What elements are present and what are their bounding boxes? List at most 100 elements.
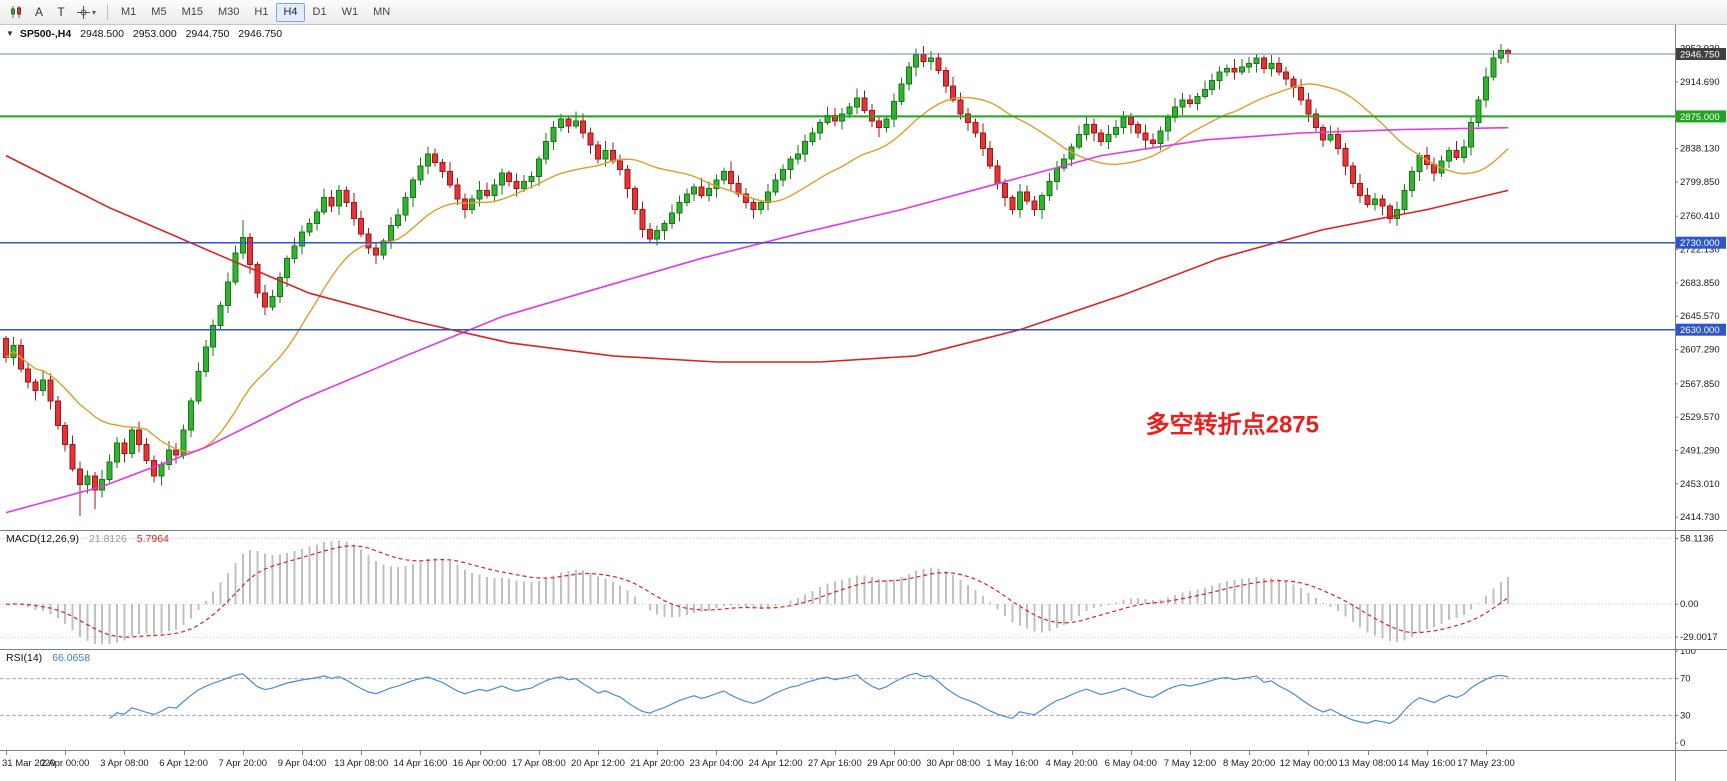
svg-text:100: 100 [1680,649,1696,657]
time-tick-mark [538,751,540,755]
svg-text:2914.690: 2914.690 [1680,77,1720,88]
svg-text:0: 0 [1680,738,1685,749]
svg-text:2491.290: 2491.290 [1680,446,1720,457]
price-axis[interactable]: 2952.9302914.6902838.1302799.8502760.410… [1675,44,1720,524]
svg-text:2567.850: 2567.850 [1680,379,1720,390]
crosshair-icon [77,5,90,19]
macd-indicator-pane[interactable]: 58.1136 0.00 -29.0017 MACD(12,26,9) 21.812… [0,530,1727,649]
time-axis-label: 2 Apr 00:00 [40,758,90,769]
svg-text:2607.290: 2607.290 [1680,345,1720,356]
time-tick-mark [953,751,955,755]
time-tick-mark [361,751,363,755]
svg-text:2414.730: 2414.730 [1680,512,1720,523]
time-tick-mark [1130,751,1132,755]
macd-axis[interactable]: 58.1136 0.00 -29.0017 [1675,533,1718,643]
timeframe-button-m5[interactable]: M5 [144,3,173,22]
candlestick-chart-icon-button[interactable] [4,2,28,22]
time-axis-label: 29 Apr 00:00 [867,758,921,769]
svg-text:2799.850: 2799.850 [1680,177,1720,188]
svg-text:30: 30 [1680,710,1691,721]
candlestick-series [3,44,1512,517]
time-tick-mark [1486,751,1487,755]
time-tick-mark [657,751,659,755]
time-axis-label: 7 Apr 20:00 [218,758,268,769]
rsi-header: RSI(14) 66.0658 [6,652,90,664]
macd-label: MACD(12,26,9) [6,533,79,545]
ohlc-open: 2948.500 [80,28,124,40]
time-axis-label: 13 Apr 08:00 [334,758,389,769]
ma-red-line [5,154,1509,363]
ma-orange-line [5,83,1509,453]
timeframe-button-w1[interactable]: W1 [335,3,366,22]
rsi-value: 66.0658 [52,652,91,664]
timeframe-group: M1 M5 M15 M30 H1 H4 D1 W1 MN [114,2,397,22]
time-tick-mark [894,751,895,755]
time-tick-mark [124,751,126,755]
timeframe-button-h4[interactable]: H4 [276,2,305,22]
ohlc-high: 2953.000 [132,28,177,40]
time-axis-label: 16 Apr 00:00 [452,758,507,769]
ohlc-low: 2944.750 [185,28,230,40]
time-tick-mark [1071,751,1073,755]
rsi-axis[interactable]: 100 70 30 0 [1675,649,1696,749]
time-axis-label: 17 Apr 08:00 [511,758,566,769]
svg-text:2453.010: 2453.010 [1680,479,1720,490]
time-axis-label: 27 Apr 16:00 [807,758,862,769]
time-axis-label: 9 Apr 04:00 [277,758,327,769]
time-tick-mark [1190,751,1191,755]
time-axis-label: 14 Apr 16:00 [393,758,448,769]
svg-text:2760.410: 2760.410 [1680,211,1720,222]
time-tick-mark [1308,751,1310,755]
time-tick-mark [183,751,185,755]
macd-main-value: 21.8126 [88,533,127,545]
time-axis-label: 20 Apr 12:00 [571,758,625,769]
time-tick-mark [65,751,67,755]
time-tick-mark [420,751,422,755]
rsi-indicator-pane[interactable]: 100 70 30 0 RSI(14) 66.0658 [0,649,1727,750]
ohlc-close: 2946.750 [238,28,283,40]
timeframe-button-m1[interactable]: M1 [114,3,143,22]
hline-price-label: 2730.000 [1676,236,1726,249]
time-axis-label: 17 May 23:00 [1457,758,1515,769]
time-axis-label: 13 May 08:00 [1338,758,1397,769]
time-axis-label: 12 May 00:00 [1279,758,1338,769]
time-axis-label: 8 May 20:00 [1223,758,1276,769]
time-tick-mark [1426,751,1428,755]
time-tick-mark [302,751,303,755]
svg-text:2529.570: 2529.570 [1680,412,1720,423]
svg-text:0.00: 0.00 [1680,599,1699,610]
time-axis-label: 30 Apr 08:00 [926,758,981,769]
time-tick-mark [775,751,777,755]
time-axis-label: 3 Apr 08:00 [100,758,149,769]
main-chart-pane[interactable]: 多空转折点28752952.9302914.6902838.1302799.85… [0,25,1727,530]
dropdown-caret-icon: ▾ [92,7,97,17]
svg-text:2946.750: 2946.750 [1680,50,1720,61]
toolbar: A T ▾ M1 M5 M15 M30 H1 H4 D1 W1 MN [0,0,1727,25]
letter-t-button[interactable]: T [50,2,72,22]
timeframe-button-h1[interactable]: H1 [247,3,275,22]
timeframe-button-mn[interactable]: MN [366,3,397,22]
time-axis-label: 14 May 16:00 [1398,758,1456,769]
time-axis[interactable]: 31 Mar 2020 2 Apr 00:00 3 Apr 08:00 6 Apr 1… [0,750,1727,781]
letter-a-button[interactable]: A [28,2,50,22]
time-axis-label: 23 Apr 04:00 [689,758,744,769]
macd-signal-line [5,545,1509,638]
expand-triangle-icon[interactable]: ▼ [6,29,14,38]
time-axis-label: 6 Apr 12:00 [159,758,208,769]
svg-text:2645.570: 2645.570 [1680,311,1720,322]
svg-text:70: 70 [1680,674,1691,685]
time-tick-mark [6,751,7,755]
timeframe-button-m30[interactable]: M30 [211,3,246,22]
chart-annotation-text[interactable]: 多空转折点2875 [1146,411,1319,439]
crosshair-dropdown-button[interactable]: ▾ [72,2,101,22]
svg-text:2875.000: 2875.000 [1680,112,1720,123]
candlestick-chart-icon [11,6,21,18]
timeframe-button-m15[interactable]: M15 [175,3,210,22]
time-tick-mark [598,751,599,755]
timeframe-button-d1[interactable]: D1 [306,3,334,22]
symbol-ohlc-header: ▼ SP500-,H4 2948.500 2953.000 2944.750 2… [6,28,282,40]
time-tick-mark [242,751,244,755]
time-axis-label: 1 May 16:00 [986,758,1039,769]
svg-text:-29.0017: -29.0017 [1680,632,1718,643]
time-axis-label: 7 May 12:00 [1163,758,1217,769]
